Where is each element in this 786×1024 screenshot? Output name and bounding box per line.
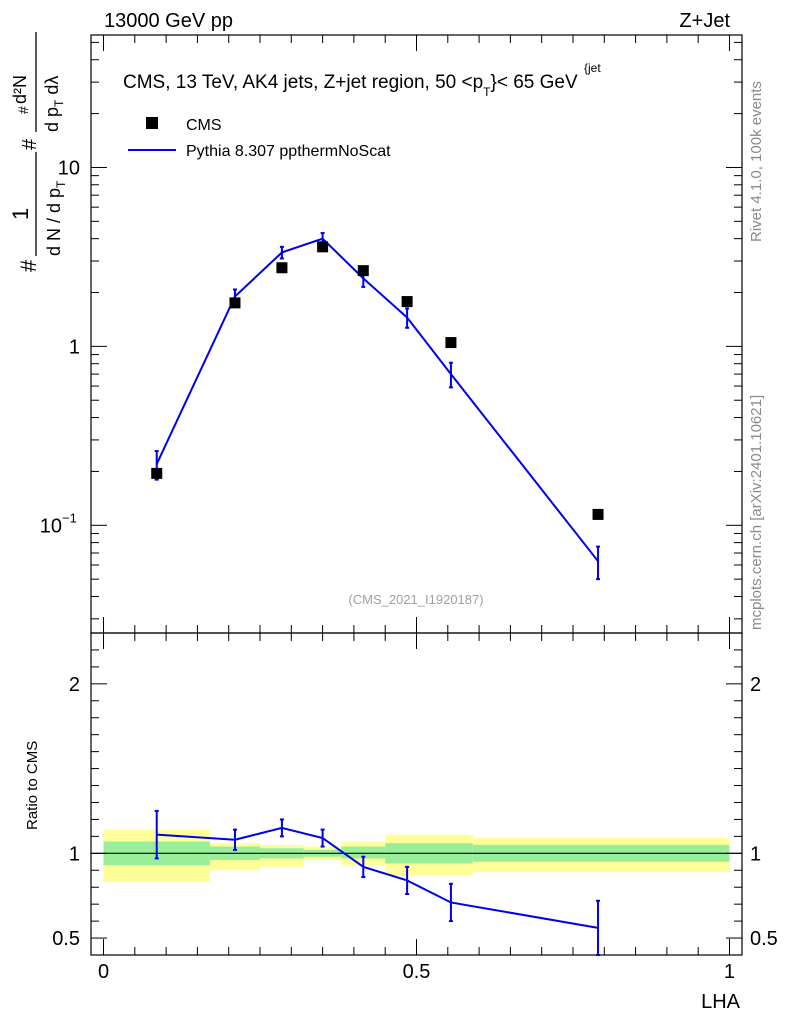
x-axis-label: LHA bbox=[701, 991, 741, 1013]
y-label-numerator: d²N bbox=[10, 75, 30, 104]
ratio-panel-frame bbox=[90, 632, 743, 956]
plot-title: CMS, 13 TeV, AK4 jets, Z+jet region, 50 … bbox=[123, 72, 578, 99]
main-ticks bbox=[91, 35, 742, 633]
y-label-dN: d N / d p bbox=[44, 188, 64, 256]
svg-text:d pT dλ: d pT dλ bbox=[42, 76, 66, 132]
ratio-x-tick-labels: 0 0.5 1 bbox=[98, 961, 735, 983]
y-label-hash-1: # bbox=[16, 259, 41, 272]
analysis-id-label: (CMS_2021_I1920187) bbox=[348, 592, 483, 607]
ratio-y-tick-label-right: 2 bbox=[750, 674, 761, 696]
header-left-label: 13000 GeV pp bbox=[104, 10, 233, 32]
plot-title-suffix: }< 65 GeV bbox=[491, 72, 578, 93]
ratio-y-tick-label-right: 1 bbox=[750, 843, 761, 865]
ratio-mc-series bbox=[154, 809, 601, 956]
main-mc-series bbox=[154, 232, 601, 581]
main-data-point bbox=[151, 467, 163, 479]
ratio-y-tick-label-right: 0.5 bbox=[750, 928, 778, 950]
plot-title-sup: {jet bbox=[584, 61, 601, 75]
ratio-mc-line bbox=[156, 826, 599, 929]
main-data-series bbox=[151, 241, 604, 520]
legend-data-marker bbox=[146, 117, 158, 129]
main-y-tick-label-exp: −1 bbox=[62, 510, 77, 525]
ratio-ticks bbox=[91, 632, 742, 956]
y-label-hash-3: # bbox=[15, 106, 31, 114]
y-label-dN-sub: T bbox=[54, 180, 68, 188]
y-label-hash-2: # bbox=[19, 138, 41, 150]
x-tick-label: 0.5 bbox=[403, 961, 431, 983]
plot-title-sub: T bbox=[483, 85, 491, 99]
main-data-point bbox=[401, 296, 413, 308]
main-mc-line bbox=[155, 237, 599, 562]
ratio-y-tick-label-left: 2 bbox=[69, 674, 80, 696]
svg-text:d N / d pT: d N / d pT bbox=[44, 180, 68, 256]
y-label-den-sub: T bbox=[52, 99, 66, 107]
ratio-y-tick-labels: 0.5 0.5 1 1 2 2 bbox=[52, 674, 778, 950]
ratio-y-axis-label: Ratio to CMS bbox=[24, 741, 41, 830]
main-data-point bbox=[357, 265, 369, 277]
x-tick-label: 1 bbox=[724, 961, 735, 983]
legend-mc-label: Pythia 8.307 ppthermNoScat bbox=[186, 143, 391, 160]
main-data-point bbox=[445, 337, 457, 349]
header-right-label: Z+Jet bbox=[679, 10, 730, 32]
main-data-point bbox=[592, 508, 604, 520]
ratio-y-tick-label-left: 1 bbox=[69, 843, 80, 865]
ratio-y-tick-label-left: 0.5 bbox=[52, 928, 80, 950]
plot-title-prefix: CMS, 13 TeV, AK4 jets, Z+jet region, 50 … bbox=[123, 72, 483, 93]
main-y-tick-label: 10 bbox=[40, 515, 62, 537]
legend-data-label: CMS bbox=[186, 117, 222, 134]
main-y-tick-label: 1 bbox=[69, 336, 80, 358]
mcplots-label: mcplots.cern.ch [arXiv:2401.10621] bbox=[748, 395, 765, 630]
main-data-point bbox=[276, 262, 288, 274]
rivet-version-label: Rivet 4.1.0, 100k events bbox=[748, 81, 765, 242]
y-label-one: 1 bbox=[8, 208, 33, 220]
y-label-denominator: d p bbox=[42, 107, 62, 132]
main-y-axis-label: # 1 d N / d pT # # d²N d pT dλ bbox=[8, 32, 68, 272]
main-data-point bbox=[317, 241, 329, 253]
main-y-tick-label: 10 bbox=[58, 157, 80, 179]
x-tick-label: 0 bbox=[98, 961, 109, 983]
main-data-point bbox=[229, 297, 241, 309]
y-label-den-tail: dλ bbox=[42, 76, 62, 100]
ratio-band-inner bbox=[341, 846, 386, 859]
